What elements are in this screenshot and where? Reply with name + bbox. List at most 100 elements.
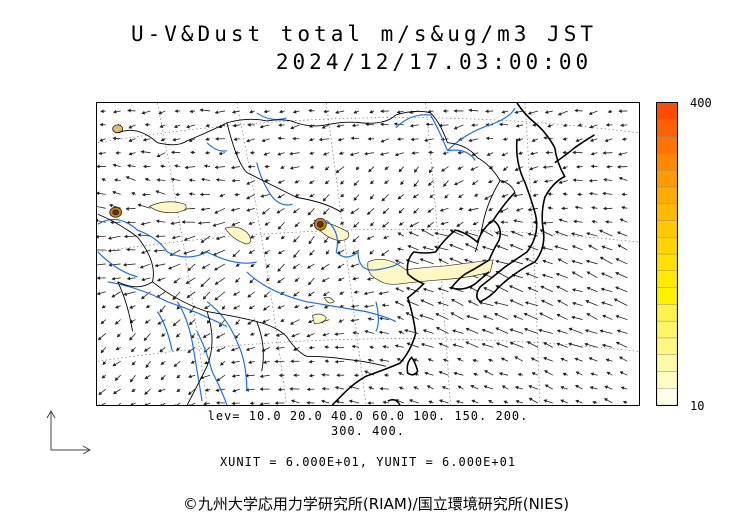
wind-vector-head [509, 328, 514, 332]
wind-vector-head [197, 221, 202, 225]
wind-vector-head [188, 138, 193, 142]
legend-swatch [657, 287, 677, 305]
wind-vector-head [139, 265, 144, 269]
wind-vector-head [264, 250, 269, 255]
wind-vector-head [101, 374, 106, 379]
wind-vector-head [205, 123, 210, 128]
wind-vector-head [616, 164, 621, 169]
wind-vector-head [487, 358, 492, 363]
wind-vector-head [531, 372, 536, 376]
wind-vector-head [367, 137, 371, 141]
wind-vector-head [381, 252, 385, 257]
wind-vector-head [129, 378, 134, 383]
wind-vector-head [189, 109, 194, 114]
wind-vector [190, 402, 196, 405]
wind-vector-head [369, 109, 374, 114]
legend-swatch [657, 371, 677, 389]
wind-vector-head [409, 223, 414, 228]
wind-vector-head [263, 109, 268, 114]
wind-vector-head [458, 206, 463, 211]
wind-vector-head [413, 210, 417, 214]
wind-vector-head [495, 327, 500, 331]
wind-vector-head [466, 314, 470, 319]
wind-vector-head [542, 165, 547, 169]
wind-vector-head [621, 192, 625, 197]
wind-vector-head [131, 192, 136, 196]
wind-vector-head [145, 364, 150, 369]
wind-vector-head [427, 358, 432, 362]
wind-vector-head [396, 137, 401, 141]
wind-vector-head [232, 292, 237, 296]
wind-vector-head [517, 372, 522, 377]
wind-vector-head [334, 385, 339, 390]
wind-vector-head [498, 371, 503, 376]
wind-vector-head [249, 332, 254, 336]
wind-vector-head [353, 110, 358, 114]
wind-vector-head [481, 245, 486, 250]
wind-vector-head [543, 356, 547, 361]
wind-vector-head [575, 399, 580, 404]
wind-vector-head [393, 122, 398, 126]
wind-vector-head [468, 108, 472, 113]
wind-vector-head [405, 312, 410, 316]
wind-vector-head [293, 254, 297, 258]
wind-vector-head [263, 307, 267, 311]
wind-vector-head [338, 319, 343, 323]
wind-vector-head [370, 180, 374, 185]
wind-vector-head [514, 110, 519, 114]
wind-vector-head [408, 231, 413, 235]
wind-vector-head [514, 167, 519, 171]
wind-vector-head [337, 277, 342, 282]
wind-vector-head [335, 110, 339, 115]
wind-vector-head [98, 391, 103, 396]
wind-vector-head [584, 342, 589, 347]
wind-vector-head [428, 150, 432, 155]
wind-vector-head [452, 329, 456, 333]
wind-vector-head [185, 124, 190, 129]
wind-vector-head [110, 220, 114, 225]
wind-vector-head [155, 190, 160, 194]
wind-vector-head [233, 137, 238, 142]
wind-vector-head [488, 207, 493, 211]
wind-vector-head [174, 403, 176, 405]
wind-vector-head [601, 343, 606, 348]
wind-vector-head [539, 312, 543, 316]
wind-vector-head [495, 342, 500, 346]
wind-vector-head [125, 176, 130, 180]
wind-vector-head [618, 109, 622, 113]
wind-vector-head [615, 341, 620, 346]
wind-vector-head [262, 360, 267, 364]
wind-vector-head [277, 305, 282, 309]
wind-vector-head [366, 277, 371, 281]
wind-vector-head [367, 401, 371, 405]
wind-vector-head [485, 136, 490, 141]
wind-vector-head [437, 301, 442, 305]
wind-vector-head [322, 211, 327, 215]
wind-vector-head [577, 192, 581, 197]
wind-vector-head [558, 218, 563, 222]
wind-vector-head [368, 386, 373, 390]
wind-vector-head [457, 150, 461, 155]
wind-vector-head [494, 312, 498, 317]
wind-vector-head [379, 386, 383, 391]
wind-vector-head [556, 342, 561, 347]
wind-vector-head [123, 292, 128, 296]
wind-vector-head [400, 181, 404, 186]
wind-vector-head [278, 123, 282, 127]
wind-vector-head [412, 194, 417, 199]
wind-vector-head [247, 123, 251, 127]
wind-vector-head [214, 296, 219, 301]
wind-vector-head [321, 278, 326, 282]
wind-vector-head [382, 345, 387, 349]
wind-vector-head [187, 391, 192, 395]
wind-vector-head [527, 232, 532, 237]
wind-vector-head [292, 109, 297, 114]
wind-vector-head [248, 250, 253, 254]
wind-vector-head [543, 399, 548, 403]
wind-vector-head [218, 151, 223, 156]
wind-vector-head [142, 164, 147, 169]
wind-vector-head [366, 211, 371, 216]
wind-vector-head [603, 177, 607, 182]
chart-title: U-V&Dust total m/s&ug/m3 JST [130, 22, 597, 46]
wind-vector-head [585, 300, 590, 304]
